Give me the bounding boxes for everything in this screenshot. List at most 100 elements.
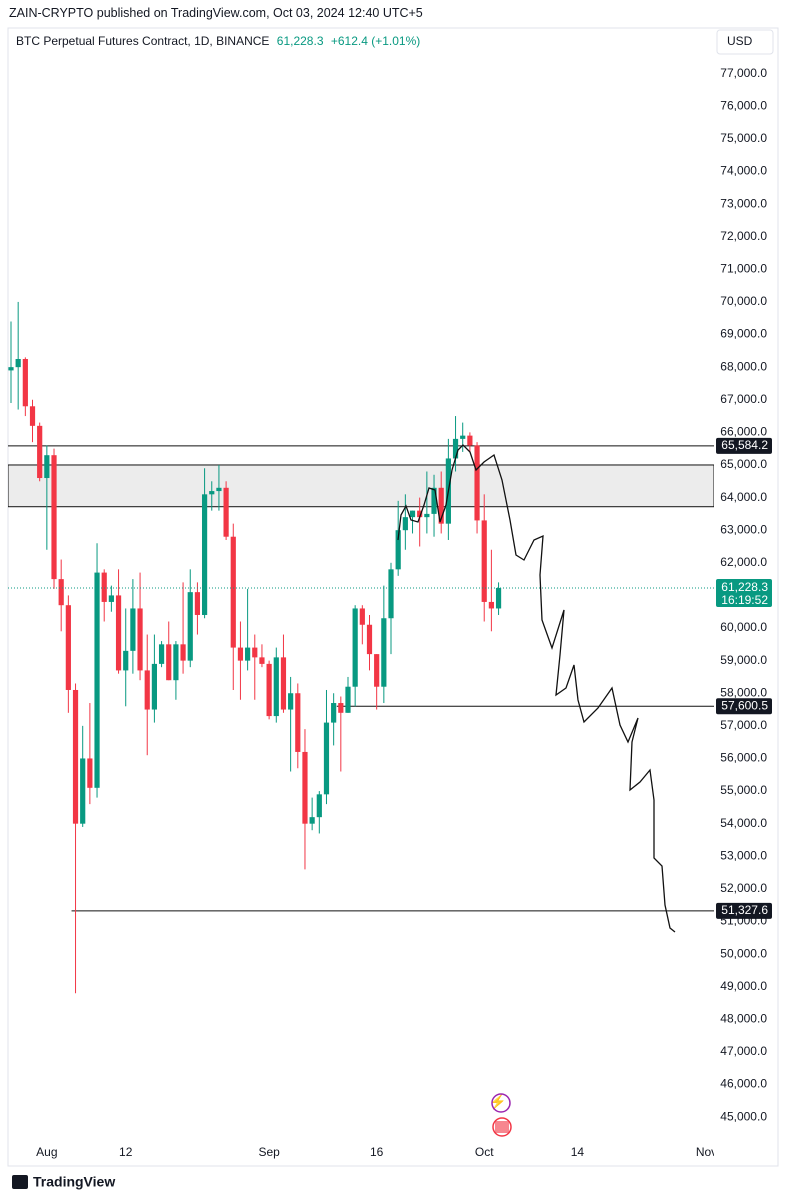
candle-body bbox=[101, 572, 107, 602]
y-tick-label: 73,000.0 bbox=[720, 196, 767, 210]
candle-body bbox=[366, 624, 373, 655]
level-label-box bbox=[716, 902, 772, 919]
candle-body bbox=[309, 817, 315, 824]
candle-body bbox=[338, 703, 344, 713]
candle-body bbox=[388, 569, 394, 619]
candle-body bbox=[173, 644, 179, 681]
candle-body bbox=[245, 647, 251, 661]
candle-body bbox=[72, 689, 79, 824]
candle-body bbox=[431, 487, 437, 514]
candle-body bbox=[137, 608, 143, 671]
candle-body bbox=[216, 487, 222, 492]
candle-body bbox=[209, 491, 215, 495]
candle-body bbox=[94, 572, 100, 788]
candle-body bbox=[323, 722, 330, 795]
candle-body bbox=[402, 517, 408, 531]
symbol: BTC Perpetual Futures Contract, 1D, BINA… bbox=[16, 34, 270, 48]
last-price-box bbox=[716, 578, 772, 607]
last-price: 61,228.3 bbox=[276, 34, 324, 48]
candle-body bbox=[58, 579, 64, 606]
candle-body bbox=[481, 520, 487, 602]
y-tick-label: 50,000.0 bbox=[720, 946, 767, 960]
candle-body bbox=[37, 425, 43, 479]
candle-body bbox=[144, 670, 150, 710]
candle-body bbox=[424, 513, 430, 518]
candle-body bbox=[237, 647, 244, 661]
candle-body bbox=[460, 435, 466, 439]
candle-body bbox=[266, 663, 272, 717]
y-tick-label: 75,000.0 bbox=[720, 131, 767, 145]
event-icon bbox=[491, 1093, 511, 1113]
y-tick-label: 71,000.0 bbox=[720, 261, 767, 275]
y-tick-label: 52,000.0 bbox=[720, 881, 767, 895]
candle-body bbox=[230, 536, 236, 648]
countdown: 16:19:52 bbox=[721, 593, 768, 607]
y-tick-label: 57,000.0 bbox=[720, 718, 767, 732]
y-tick-label: 47,000.0 bbox=[720, 1044, 767, 1058]
y-tick-label: 76,000.0 bbox=[720, 98, 767, 112]
y-tick-label: 60,000.0 bbox=[720, 620, 767, 634]
candle-body bbox=[474, 445, 480, 521]
y-tick-label: 74,000.0 bbox=[720, 164, 767, 178]
y-tick-label: 56,000.0 bbox=[720, 751, 767, 765]
candle-body bbox=[158, 644, 165, 664]
y-tick-label: 70,000.0 bbox=[720, 294, 767, 308]
candle-body bbox=[495, 587, 502, 609]
y-tick-label: 48,000.0 bbox=[720, 1012, 767, 1026]
hand-drawn-projection bbox=[397, 444, 676, 933]
candle-body bbox=[187, 592, 193, 661]
candle-body bbox=[467, 435, 473, 446]
candle-body bbox=[488, 601, 494, 609]
x-tick-label: Aug bbox=[36, 1145, 57, 1159]
level-label: 57,600.5 bbox=[721, 698, 768, 712]
candle-body bbox=[151, 663, 157, 710]
candle-body bbox=[130, 608, 136, 651]
x-tick-label: Sep bbox=[258, 1145, 280, 1159]
frame bbox=[7, 27, 779, 1167]
candle-body bbox=[44, 455, 50, 479]
logo bbox=[12, 1175, 28, 1189]
candle-body bbox=[201, 494, 208, 615]
candle-body bbox=[280, 657, 287, 710]
level-label: 51,327.6 bbox=[721, 903, 768, 917]
candle-body bbox=[302, 751, 308, 824]
candle-body bbox=[15, 358, 21, 368]
y-tick-label: 63,000.0 bbox=[720, 522, 767, 536]
candle-body bbox=[345, 686, 351, 713]
y-tick-label: 53,000.0 bbox=[720, 848, 767, 862]
legend: BTC Perpetual Futures Contract, 1D, BINA… bbox=[16, 34, 420, 48]
x-tick-label: 12 bbox=[119, 1145, 133, 1159]
x-tick-label: 16 bbox=[370, 1145, 384, 1159]
y-tick-label: 67,000.0 bbox=[720, 392, 767, 406]
candle-body bbox=[108, 595, 114, 602]
candle-body bbox=[288, 693, 294, 710]
currency: USD bbox=[727, 34, 753, 48]
candle-body bbox=[115, 595, 122, 671]
candle-body bbox=[417, 510, 423, 518]
last-price-label: 61,228.3 bbox=[721, 580, 768, 594]
candle-body bbox=[409, 510, 416, 518]
candle-body bbox=[352, 608, 358, 687]
candle-body bbox=[22, 358, 28, 407]
candle-body bbox=[252, 647, 258, 658]
x-tick-label: Oct bbox=[475, 1145, 494, 1159]
candle-body bbox=[87, 758, 93, 788]
candle-body bbox=[51, 455, 57, 580]
x-tick-label: 14 bbox=[571, 1145, 585, 1159]
y-tick-label: 66,000.0 bbox=[720, 425, 767, 439]
candle-body bbox=[452, 438, 459, 459]
candle-body bbox=[223, 487, 229, 537]
y-tick-label: 69,000.0 bbox=[720, 327, 767, 341]
y-tick-label: 54,000.0 bbox=[720, 816, 767, 830]
y-tick-label: 58,000.0 bbox=[720, 685, 767, 699]
y-tick-label: 59,000.0 bbox=[720, 653, 767, 667]
candle-body bbox=[65, 605, 71, 690]
candle-body bbox=[180, 644, 186, 661]
candle-body bbox=[331, 703, 337, 723]
level-label: 65,584.2 bbox=[721, 438, 768, 452]
candle-body bbox=[395, 530, 401, 570]
y-tick-label: 77,000.0 bbox=[720, 66, 767, 80]
y-tick-label: 72,000.0 bbox=[720, 229, 767, 243]
